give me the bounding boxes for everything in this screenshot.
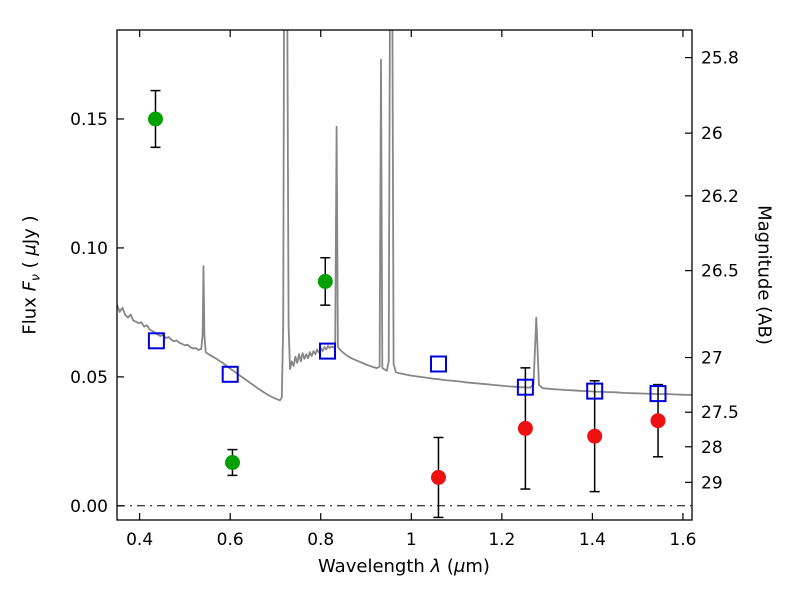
plot-border bbox=[116, 29, 693, 521]
y-tick-label-right: 28 bbox=[701, 438, 723, 458]
blue-squares-marker bbox=[516, 378, 534, 396]
y-tick-label-left: 0.00 bbox=[70, 497, 108, 517]
blue-squares-marker bbox=[586, 382, 604, 400]
y-tick-label-right: 27.5 bbox=[701, 403, 739, 423]
lambda-symbol: λ bbox=[430, 556, 442, 577]
y-tick-label-right: 27 bbox=[701, 349, 723, 369]
magnitude-label-text: Magnitude (AB) bbox=[753, 205, 775, 345]
mu-symbol: μ bbox=[453, 556, 466, 577]
spectrum-line bbox=[117, 30, 692, 402]
red-points-marker bbox=[650, 413, 666, 429]
flux-symbol: F bbox=[19, 281, 41, 292]
blue-squares-marker bbox=[649, 385, 667, 403]
red-points-marker bbox=[431, 469, 446, 485]
y-axis-label-left: Flux Fν ( μJy ) bbox=[19, 215, 43, 335]
mu-symbol-left: μ bbox=[19, 244, 41, 256]
x-axis-label-mid: ( bbox=[441, 556, 454, 577]
red-points-marker bbox=[587, 428, 603, 444]
blue-squares-marker bbox=[221, 365, 239, 383]
blue-squares-marker bbox=[319, 342, 336, 360]
x-tick-label: 1 bbox=[406, 530, 417, 550]
red-points-marker bbox=[517, 420, 533, 436]
flux-label-mid: ( bbox=[19, 255, 41, 275]
flux-label-suffix: Jy ) bbox=[19, 215, 41, 245]
flux-label-text: Flux bbox=[19, 291, 41, 335]
blue-squares-marker bbox=[147, 332, 165, 350]
y-tick-label-right: 26.5 bbox=[701, 262, 739, 282]
x-tick-label: 1.4 bbox=[579, 530, 606, 550]
green-points-marker bbox=[148, 111, 163, 127]
x-tick-label: 0.8 bbox=[307, 530, 334, 550]
y-axis-label-right: Magnitude (AB) bbox=[754, 205, 775, 345]
y-tick-label-left: 0.10 bbox=[70, 239, 108, 259]
x-tick-label: 1.2 bbox=[488, 530, 515, 550]
x-axis-label-text: Wavelength bbox=[318, 556, 431, 577]
y-tick-label-right: 25.8 bbox=[701, 49, 739, 69]
green-points-marker bbox=[317, 273, 333, 289]
x-tick-label: 0.6 bbox=[217, 530, 244, 550]
x-axis-label-suffix: m) bbox=[465, 556, 490, 577]
x-axis-label: Wavelength λ (μm) bbox=[318, 556, 490, 577]
y-tick-label-right: 26 bbox=[701, 124, 723, 144]
nu-subscript: ν bbox=[27, 274, 43, 282]
y-tick-label-right: 29 bbox=[701, 473, 723, 493]
blue-squares-marker bbox=[430, 355, 447, 373]
green-points-marker bbox=[225, 455, 240, 470]
y-tick-label-left: 0.05 bbox=[70, 368, 108, 388]
y-tick-label-right: 26.2 bbox=[701, 187, 739, 207]
y-tick-label-left: 0.15 bbox=[70, 110, 108, 130]
x-tick-label: 1.6 bbox=[669, 530, 696, 550]
x-tick-label: 0.4 bbox=[126, 530, 153, 550]
